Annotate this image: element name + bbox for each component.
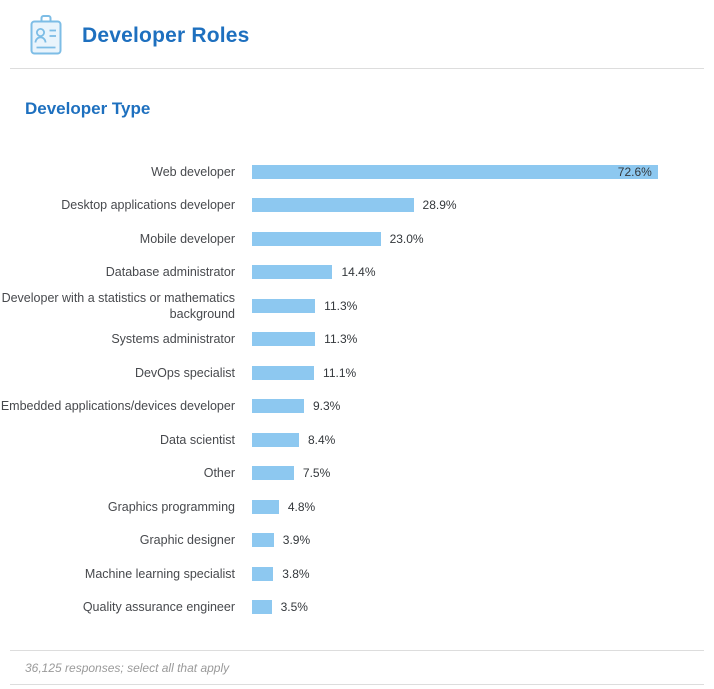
category-label: Data scientist (159, 432, 235, 447)
category-label: Mobile developer (139, 231, 235, 246)
bar (252, 432, 299, 447)
bar-track: 3.9% (252, 533, 688, 548)
bar-track: 14.4% (252, 265, 688, 280)
bar (252, 365, 315, 380)
bar-track: 3.8% (252, 566, 688, 581)
chart-row: Systems administrator 11.3% (0, 323, 688, 357)
chart-title: Developer Type (25, 99, 151, 118)
chart-row: Quality assurance engineer 3.5% (0, 591, 688, 625)
chart-row: Web developer 72.6% (0, 155, 688, 189)
bar-track: 8.4% (252, 432, 688, 447)
value-label: 3.9% (282, 533, 311, 548)
bar-track: 11.3% (252, 332, 688, 347)
page-title: Developer Roles (82, 24, 250, 47)
value-label: 4.8% (287, 499, 316, 514)
chart-row: Developer with a statistics or mathemati… (0, 289, 688, 323)
chart-row: Graphic designer 3.9% (0, 524, 688, 558)
id-badge-icon (25, 14, 67, 58)
page-footer: 36,125 responses; select all that apply (0, 650, 714, 685)
bar-track: 7.5% (252, 466, 688, 481)
chart-row: Data scientist 8.4% (0, 423, 688, 457)
chart-row: Database administrator 14.4% (0, 256, 688, 290)
value-label: 23.0% (389, 231, 424, 246)
category-label: Database administrator (105, 265, 235, 280)
bar (252, 533, 274, 548)
bar (252, 466, 294, 481)
value-label: 11.3% (324, 298, 358, 313)
value-label: 3.5% (280, 600, 308, 615)
bar-track: 4.8% (252, 499, 688, 514)
category-label: Systems administrator (111, 332, 235, 347)
bar (252, 399, 304, 414)
category-label: Other (203, 466, 235, 481)
bar-track: 3.5% (252, 600, 688, 615)
page-header: Developer Roles (0, 0, 714, 68)
bar (252, 600, 272, 615)
category-label: Quality assurance engineer (82, 600, 235, 615)
value-label: 3.8% (282, 566, 310, 581)
category-label: Desktop applications developer (61, 198, 235, 213)
chart-row: Machine learning specialist 3.8% (0, 557, 688, 591)
value-label: 28.9% (422, 198, 457, 213)
value-label: 7.5% (302, 466, 331, 481)
bar (252, 499, 279, 514)
chart-row: Other 7.5% (0, 457, 688, 491)
developer-type-bar-chart: Web developer 72.6% Desktop applications d… (0, 155, 714, 624)
bar-track: 28.9% (252, 198, 688, 213)
bar (252, 231, 381, 246)
category-label: Graphics programming (107, 499, 235, 514)
header-divider (10, 68, 704, 69)
footer-divider-top (10, 650, 704, 651)
bar-track: 11.3% (252, 298, 688, 313)
chart-row: DevOps specialist 11.1% (0, 356, 688, 390)
bar (252, 332, 316, 347)
bar (252, 298, 316, 313)
category-label: Web developer (151, 164, 235, 179)
bar-track: 23.0% (252, 231, 688, 246)
chart-row: Desktop applications developer 28.9% (0, 189, 688, 223)
category-label: Developer with a statistics or mathemati… (1, 290, 235, 321)
chart-row: Mobile developer 23.0% (0, 222, 688, 256)
bar: 72.6% (252, 164, 658, 179)
category-label: Graphic designer (139, 533, 235, 548)
category-label: Embedded applications/devices developer (0, 399, 235, 414)
bar-track: 11.1% (252, 365, 688, 380)
category-label: Machine learning specialist (84, 566, 235, 581)
value-label: 72.6% (617, 164, 652, 179)
value-label: 11.3% (324, 332, 358, 347)
bar-track: 9.3% (252, 399, 688, 414)
bar (252, 198, 414, 213)
chart-row: Graphics programming 4.8% (0, 490, 688, 524)
value-label: 8.4% (307, 432, 336, 447)
value-label: 9.3% (312, 399, 341, 414)
bar (252, 265, 333, 280)
footer-divider-bottom (10, 684, 704, 685)
value-label: 11.1% (323, 365, 357, 380)
responses-note: 36,125 responses; select all that apply (25, 661, 230, 675)
category-label: DevOps specialist (134, 365, 235, 380)
bar (252, 566, 274, 581)
value-label: 14.4% (341, 265, 376, 280)
bar-track: 72.6% (252, 164, 688, 179)
chart-row: Embedded applications/devices developer 9… (0, 390, 688, 424)
